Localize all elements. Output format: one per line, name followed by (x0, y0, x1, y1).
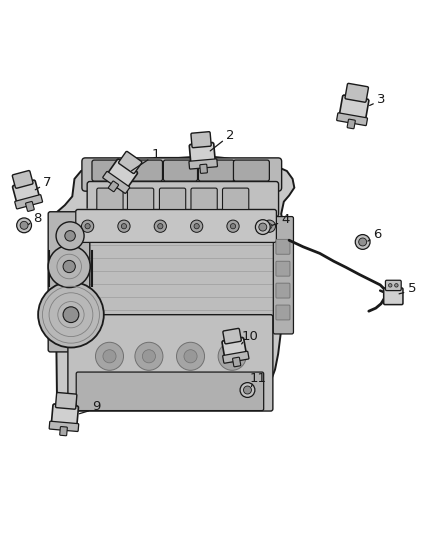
Circle shape (226, 350, 239, 363)
Circle shape (359, 238, 367, 246)
Circle shape (135, 342, 163, 370)
Circle shape (255, 220, 270, 235)
Circle shape (355, 235, 370, 249)
Circle shape (218, 342, 246, 370)
Circle shape (85, 223, 90, 229)
FancyBboxPatch shape (12, 171, 33, 188)
Text: 11: 11 (250, 372, 267, 385)
FancyBboxPatch shape (15, 195, 42, 209)
FancyBboxPatch shape (347, 119, 355, 129)
FancyBboxPatch shape (119, 151, 142, 174)
Circle shape (17, 218, 32, 233)
Text: 3: 3 (377, 93, 385, 106)
Text: 1: 1 (151, 148, 160, 161)
Text: 8: 8 (33, 212, 42, 225)
Circle shape (63, 307, 79, 322)
Circle shape (38, 282, 104, 348)
Circle shape (20, 221, 28, 229)
FancyBboxPatch shape (106, 159, 138, 190)
Circle shape (81, 220, 94, 232)
FancyBboxPatch shape (189, 159, 217, 169)
FancyBboxPatch shape (97, 188, 123, 216)
FancyBboxPatch shape (233, 357, 241, 367)
FancyBboxPatch shape (48, 212, 90, 352)
FancyBboxPatch shape (223, 328, 241, 344)
FancyBboxPatch shape (128, 160, 162, 181)
Circle shape (259, 223, 267, 231)
Text: 7: 7 (43, 176, 52, 189)
Circle shape (244, 386, 251, 394)
Polygon shape (55, 156, 294, 409)
FancyBboxPatch shape (51, 404, 78, 429)
FancyBboxPatch shape (75, 209, 277, 322)
FancyBboxPatch shape (337, 113, 367, 126)
FancyBboxPatch shape (276, 283, 290, 298)
Circle shape (65, 231, 75, 241)
FancyBboxPatch shape (56, 392, 77, 409)
FancyBboxPatch shape (92, 160, 128, 181)
FancyBboxPatch shape (223, 188, 249, 216)
FancyBboxPatch shape (191, 132, 211, 148)
FancyBboxPatch shape (108, 181, 119, 192)
FancyBboxPatch shape (191, 188, 217, 216)
Circle shape (263, 220, 276, 232)
FancyBboxPatch shape (103, 172, 130, 193)
Circle shape (154, 220, 166, 232)
FancyBboxPatch shape (276, 239, 290, 254)
Text: 10: 10 (241, 330, 258, 343)
FancyBboxPatch shape (60, 426, 67, 436)
FancyBboxPatch shape (87, 182, 279, 216)
Text: 2: 2 (226, 130, 234, 142)
Circle shape (48, 246, 90, 287)
Circle shape (158, 223, 163, 229)
Circle shape (103, 350, 116, 363)
FancyBboxPatch shape (233, 160, 269, 181)
FancyBboxPatch shape (223, 351, 249, 363)
Circle shape (142, 350, 155, 363)
FancyBboxPatch shape (68, 314, 273, 411)
Circle shape (184, 350, 197, 363)
Circle shape (95, 342, 124, 370)
FancyBboxPatch shape (159, 188, 186, 216)
FancyBboxPatch shape (339, 95, 369, 123)
Circle shape (267, 223, 272, 229)
FancyBboxPatch shape (276, 261, 290, 276)
FancyBboxPatch shape (13, 180, 40, 206)
FancyBboxPatch shape (198, 160, 234, 181)
Text: 6: 6 (373, 229, 382, 241)
Circle shape (56, 222, 84, 250)
Circle shape (389, 284, 392, 287)
Circle shape (191, 220, 203, 232)
FancyBboxPatch shape (25, 201, 34, 212)
Circle shape (240, 383, 255, 398)
Text: 5: 5 (407, 282, 416, 295)
Circle shape (395, 284, 398, 287)
Circle shape (63, 260, 75, 273)
Text: 9: 9 (92, 400, 101, 413)
FancyBboxPatch shape (76, 372, 264, 410)
FancyBboxPatch shape (127, 188, 154, 216)
FancyBboxPatch shape (82, 158, 282, 191)
FancyBboxPatch shape (273, 216, 293, 334)
FancyBboxPatch shape (345, 83, 368, 102)
FancyBboxPatch shape (49, 421, 79, 432)
Circle shape (118, 220, 130, 232)
Circle shape (177, 342, 205, 370)
FancyBboxPatch shape (200, 164, 208, 173)
Circle shape (121, 223, 127, 229)
FancyBboxPatch shape (189, 142, 215, 166)
Circle shape (194, 223, 199, 229)
Circle shape (227, 220, 239, 232)
FancyBboxPatch shape (276, 305, 290, 320)
Circle shape (230, 223, 236, 229)
FancyBboxPatch shape (385, 280, 401, 290)
FancyBboxPatch shape (163, 160, 198, 181)
FancyBboxPatch shape (384, 288, 403, 304)
FancyBboxPatch shape (76, 209, 276, 243)
Text: 4: 4 (281, 213, 290, 225)
FancyBboxPatch shape (222, 337, 247, 360)
